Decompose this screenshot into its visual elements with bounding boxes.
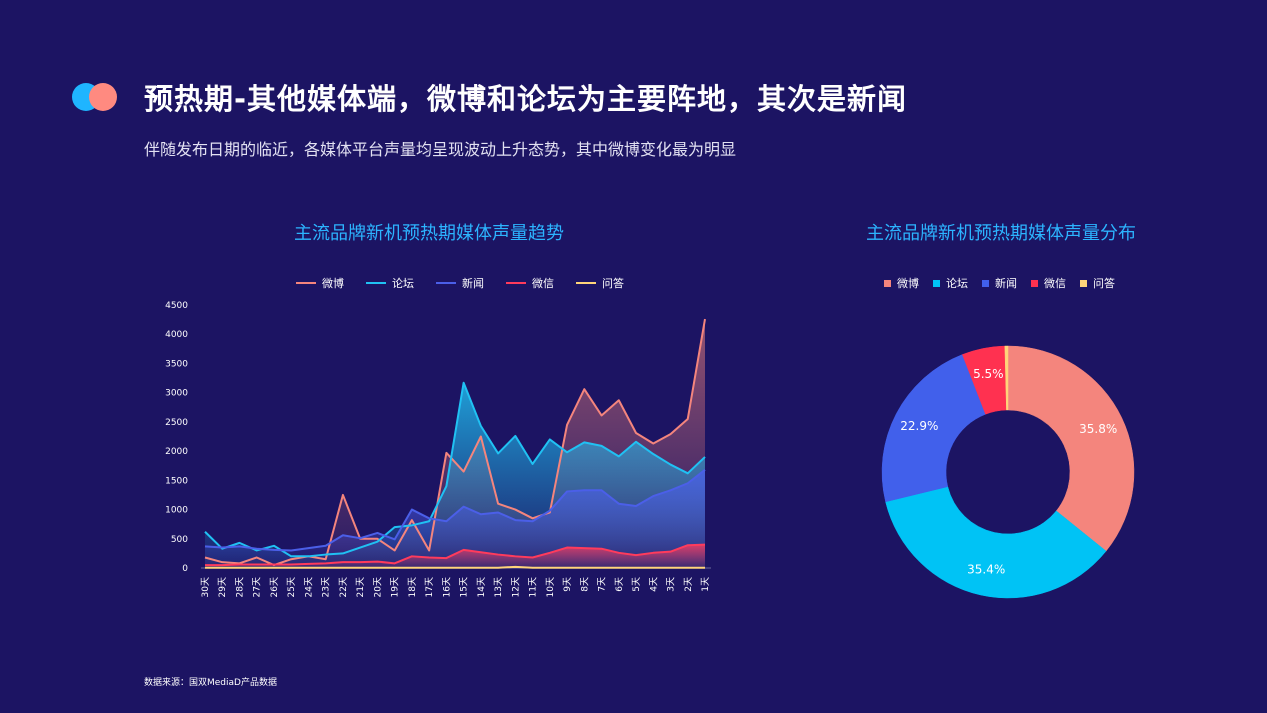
x-tick-label: 13天 [494, 577, 504, 597]
legend-item-1[interactable]: 微博 [884, 275, 919, 291]
x-tick-label: 7天 [598, 577, 608, 592]
title-logo [72, 83, 118, 111]
legend-item-2[interactable]: 论坛 [933, 275, 968, 291]
y-tick-label: 3000 [165, 389, 188, 399]
series-line-3[interactable] [204, 469, 706, 552]
series-line-1[interactable] [204, 318, 706, 567]
y-tick-label: 1000 [165, 506, 188, 516]
legend-item-3[interactable]: 新闻 [436, 275, 484, 291]
donut-slice-label: 35.8% [1079, 422, 1117, 436]
x-tick-label: 20天 [373, 577, 383, 597]
donut-slice-label: 35.4% [967, 563, 1005, 577]
x-tick-label: 30天 [201, 577, 211, 597]
legend-label: 微博 [897, 277, 919, 290]
x-tick-label: 15天 [460, 577, 470, 597]
series-area-4 [205, 544, 705, 568]
y-tick-label: 3500 [165, 359, 188, 369]
series-line-5[interactable] [205, 565, 705, 569]
donut-slice-3[interactable] [881, 354, 986, 503]
legend-label: 新闻 [462, 277, 484, 290]
legend-label: 新闻 [995, 277, 1017, 290]
x-tick-label: 16天 [442, 577, 452, 597]
x-tick-label: 4天 [649, 577, 659, 592]
legend-swatch [296, 282, 316, 284]
legend-label: 论坛 [946, 277, 968, 290]
x-tick-label: 26天 [270, 577, 280, 597]
page-subtitle: 伴随发布日期的临近，各媒体平台声量均呈现波动上升态势，其中微博变化最为明显 [144, 140, 737, 159]
pie-chart-legend: 微博 论坛 新闻 微信 问答 [884, 275, 1129, 291]
pie-chart-title: 主流品牌新机预热期媒体声量分布 [866, 223, 1136, 244]
legend-label: 微信 [1044, 277, 1066, 290]
x-tick-label: 3天 [667, 577, 677, 592]
legend-swatch [884, 279, 891, 287]
x-tick-label: 2天 [684, 577, 694, 592]
data-source-note: 数据来源：国双MediaD产品数据 [144, 678, 277, 688]
logo-circle-coral [89, 83, 117, 111]
y-tick-label: 500 [171, 535, 188, 545]
y-tick-label: 0 [182, 564, 188, 574]
legend-swatch [366, 282, 386, 284]
x-tick-label: 22天 [339, 577, 349, 597]
x-tick-label: 19天 [391, 577, 401, 597]
legend-item-4[interactable]: 微信 [506, 275, 554, 291]
legend-item-2[interactable]: 论坛 [366, 275, 414, 291]
legend-label: 微信 [532, 277, 554, 290]
x-tick-label: 14天 [477, 577, 487, 597]
donut-slice-label: 22.9% [900, 419, 938, 433]
x-tick-label: 23天 [322, 577, 332, 597]
y-tick-label: 2000 [165, 447, 188, 457]
donut-chart: 35.8% 35.4% 22.9% 5.5% [881, 345, 1135, 599]
legend-item-4[interactable]: 微信 [1031, 275, 1066, 291]
series-line-4[interactable] [205, 543, 706, 567]
x-tick-label: 18天 [408, 577, 418, 597]
x-tick-label: 8天 [580, 577, 590, 592]
x-tick-label: 9天 [563, 577, 573, 592]
legend-label: 论坛 [392, 277, 414, 290]
legend-item-3[interactable]: 新闻 [982, 275, 1017, 291]
x-tick-label: 27天 [253, 577, 263, 597]
x-tick-label: 17天 [425, 577, 435, 597]
x-tick-label: 21天 [356, 577, 366, 597]
x-tick-label: 24天 [304, 577, 314, 597]
donut-slice-5[interactable] [1004, 345, 1009, 411]
legend-swatch [933, 279, 940, 287]
y-tick-label: 4000 [165, 330, 188, 340]
legend-swatch [436, 282, 456, 284]
x-tick-label: 28天 [235, 577, 245, 597]
x-tick-label: 29天 [218, 577, 228, 597]
series-line-2[interactable] [204, 381, 706, 558]
legend-label: 微博 [322, 277, 344, 290]
page-title: 预热期-其他媒体端，微博和论坛为主要阵地，其次是新闻 [144, 82, 908, 116]
donut-slice-label: 5.5% [973, 367, 1004, 381]
x-tick-label: 11天 [529, 577, 539, 597]
x-tick-label: 12天 [511, 577, 521, 597]
y-tick-label: 4500 [165, 301, 188, 311]
legend-swatch [982, 279, 989, 287]
x-tick-label: 10天 [546, 577, 556, 597]
legend-label: 问答 [1093, 277, 1115, 290]
legend-item-5[interactable]: 问答 [576, 275, 624, 291]
y-tick-label: 1500 [165, 476, 188, 486]
y-tick-label: 2500 [165, 418, 188, 428]
legend-swatch [576, 282, 596, 284]
line-chart: 0 500 1000 1500 2000 2500 3000 3500 4000 4500 30天 2… [165, 301, 711, 597]
line-chart-title: 主流品牌新机预热期媒体声量趋势 [294, 223, 564, 244]
legend-swatch [1080, 279, 1087, 287]
donut-slice-1[interactable] [1007, 345, 1135, 552]
x-tick-label: 6天 [615, 577, 625, 592]
legend-label: 问答 [602, 277, 624, 290]
line-chart-legend: 微博 论坛 新闻 微信 问答 [296, 275, 646, 291]
legend-item-5[interactable]: 问答 [1080, 275, 1115, 291]
x-tick-label: 5天 [632, 577, 642, 592]
legend-item-1[interactable]: 微博 [296, 275, 344, 291]
donut-slice-2[interactable] [885, 486, 1107, 599]
x-tick-label: 1天 [701, 577, 711, 592]
x-tick-label: 25天 [287, 577, 297, 597]
legend-swatch [1031, 279, 1038, 287]
legend-swatch [506, 282, 526, 284]
